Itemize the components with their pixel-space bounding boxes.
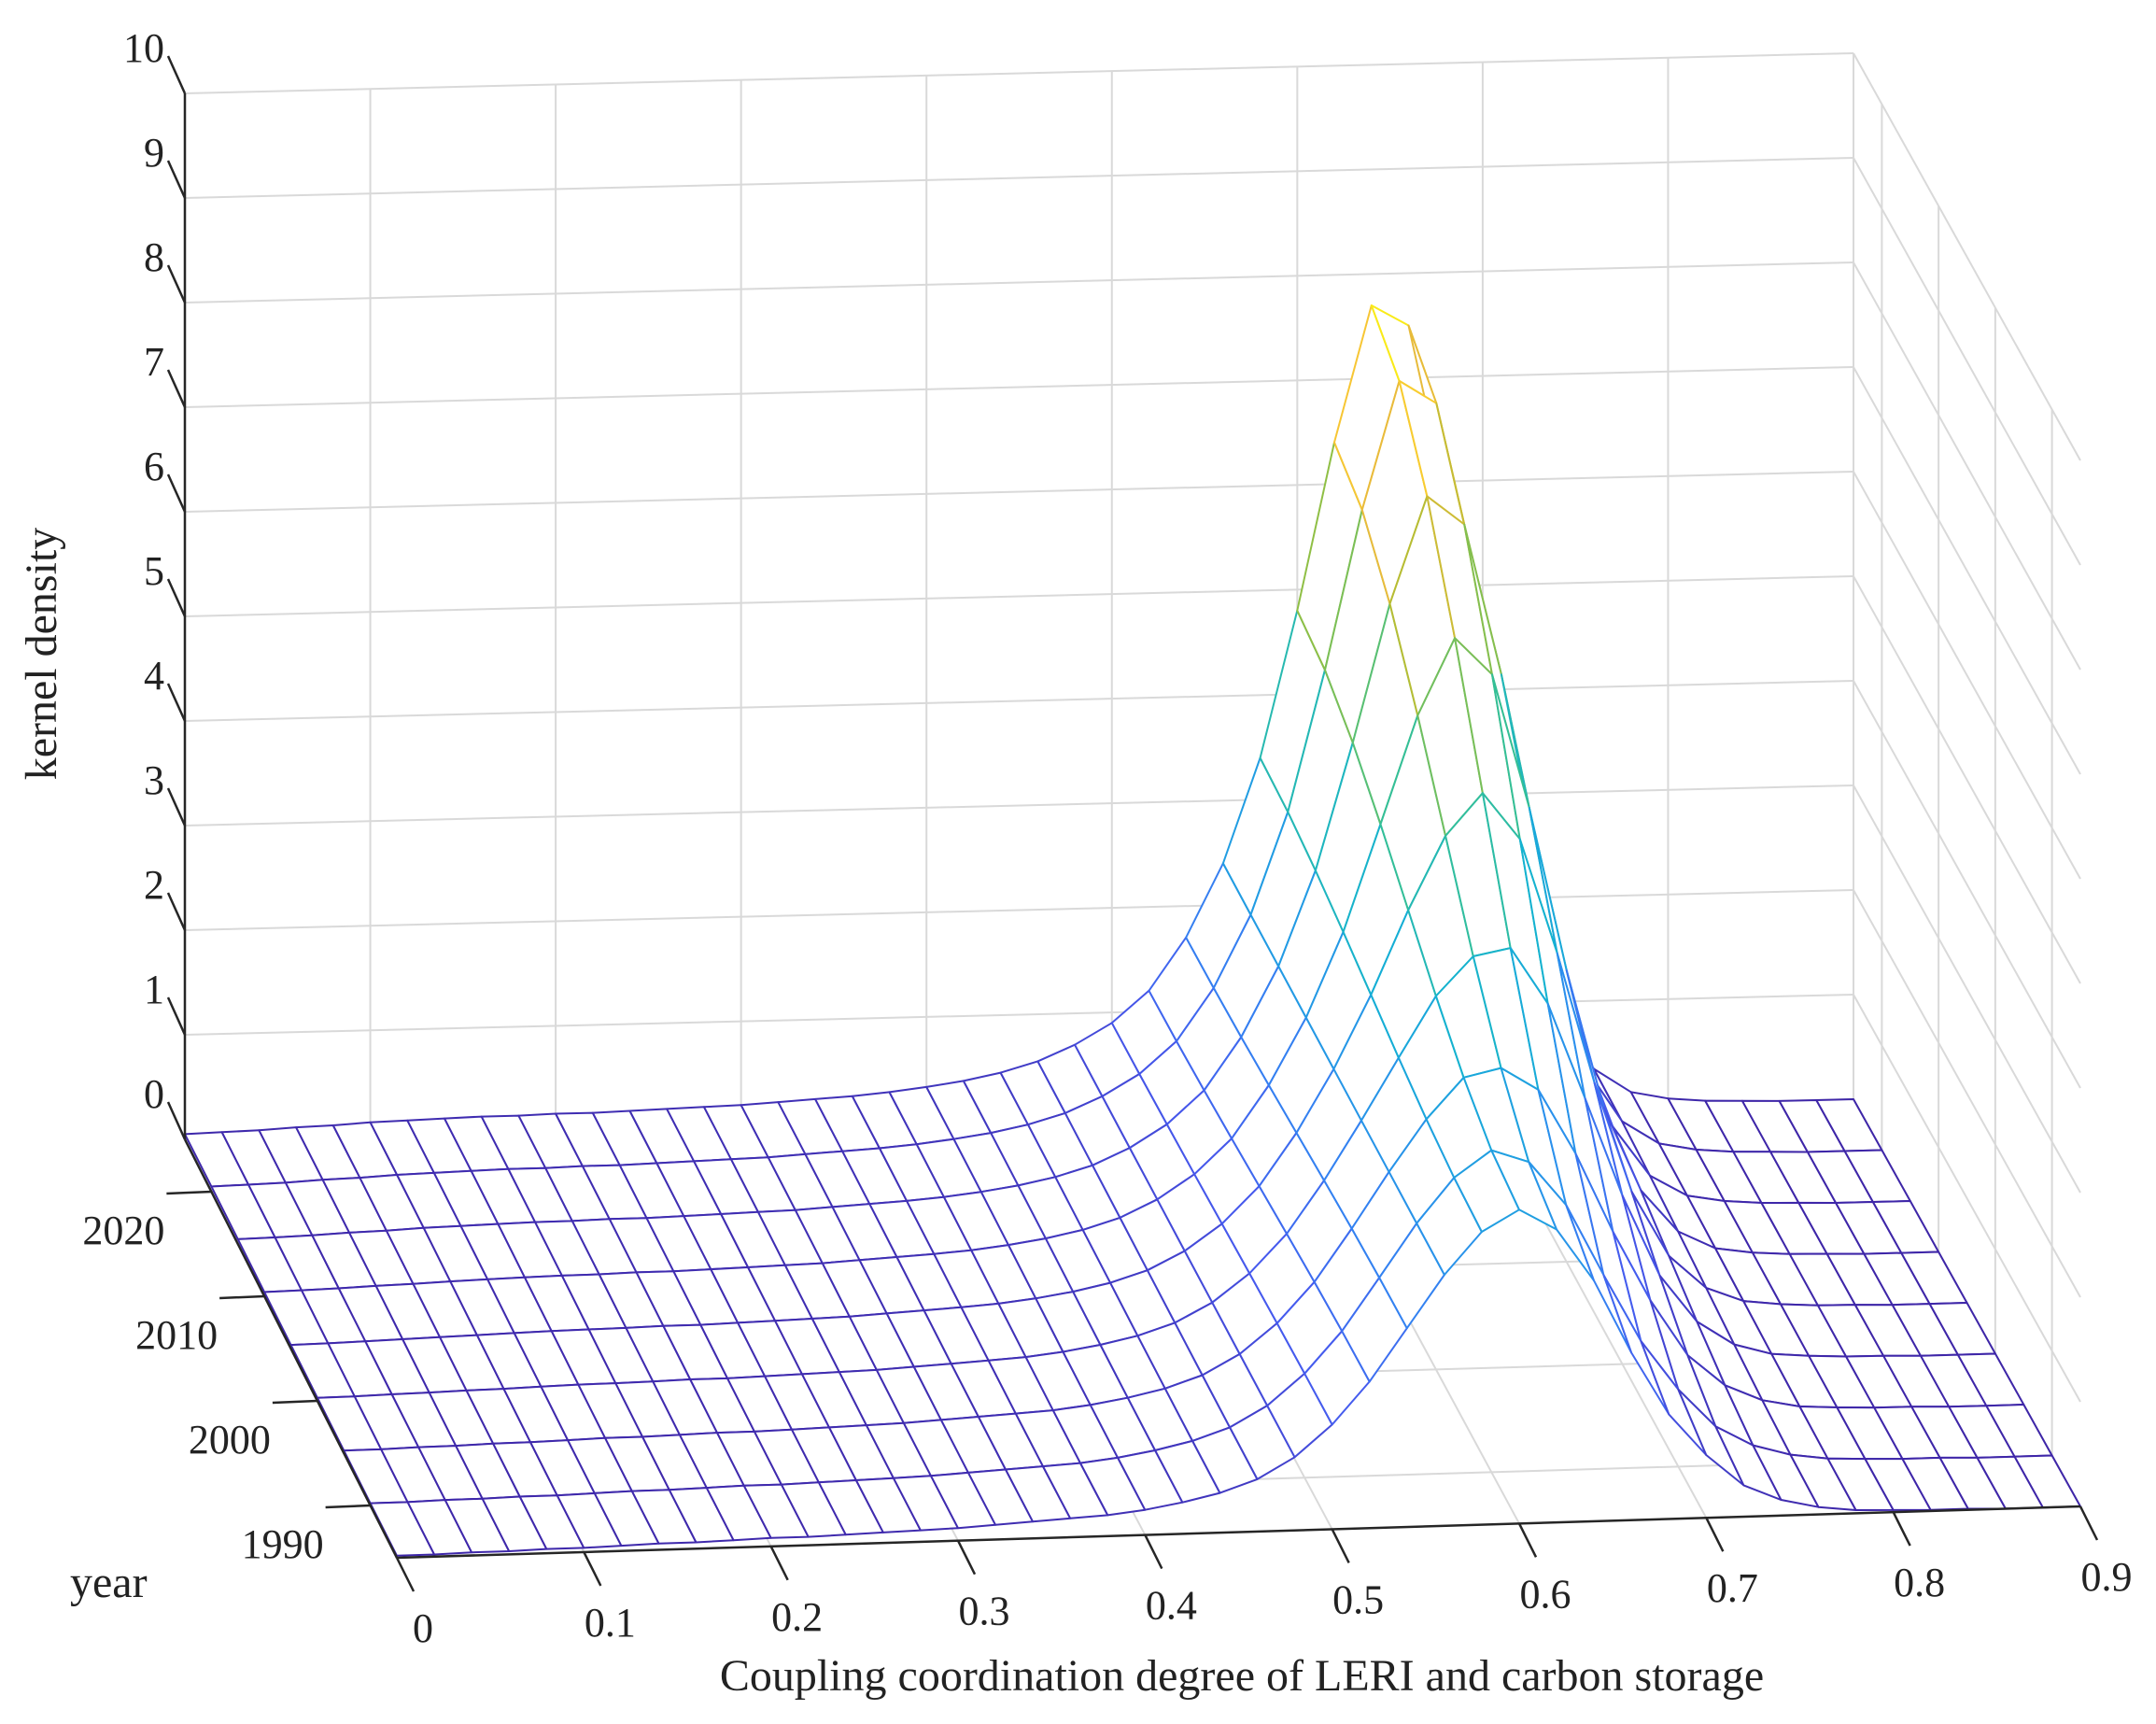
x-tick-label: 0.5 [1332,1576,1384,1622]
x-tick-mark [769,1546,789,1581]
x-tick-mark [1331,1528,1350,1564]
back-wall-z-gridline [184,366,1854,408]
z-tick-mark [166,473,187,513]
x-tick-label: 0 [413,1605,433,1651]
z-tick-mark [166,578,187,617]
side-wall-z-gridline [1853,52,2081,461]
side-wall-z-gridline [1853,994,2081,1403]
side-wall-z-gridline [1853,889,2081,1298]
x-tick-label: 0.2 [771,1594,823,1640]
z-tick-label: 5 [144,548,164,594]
z-tick-mark [166,264,187,304]
z-tick-label: 8 [144,234,164,280]
x-axis-title: Coupling coordination degree of LERI and… [720,1651,1764,1701]
x-tick-label: 0.7 [1707,1565,1758,1611]
side-wall-z-gridline [1853,784,2081,1194]
side-wall-z-gridline [1853,157,2081,566]
x-tick-mark [2078,1505,2099,1541]
year-tick-mark [325,1504,371,1509]
x-tick-label: 0.1 [585,1600,636,1646]
x-tick-mark [1892,1511,1911,1547]
z-tick-label: 0 [144,1071,164,1117]
back-wall-z-gridline [184,52,1854,94]
surface-mesh [184,304,2081,1557]
x-axis-line [396,1505,2081,1560]
tick-labels: 0 1 2 3 4 5 6 7 8 9 10 0 0.1 0.2 0.3 0.4 0.5 0.6 0.7 0.8 0.9… [82,25,2132,1651]
x-tick-mark [395,1557,416,1592]
z-tick-mark [166,55,187,94]
z-tick-mark [166,369,187,408]
z-tick-mark [166,996,187,1036]
x-tick-mark [1517,1522,1538,1558]
year-tick-label: 2010 [135,1312,218,1358]
z-tick-mark [166,1101,187,1140]
x-tick-mark [1705,1517,1725,1552]
z-tick-label: 3 [144,757,164,803]
z-tick-label: 10 [123,25,164,71]
back-wall-z-gridline [184,261,1854,304]
z-tick-label: 9 [144,130,164,176]
back-wall-z-gridline [184,157,1854,199]
year-tick-mark [166,1190,212,1195]
back-wall-z-gridline [184,784,1854,827]
side-wall-z-gridline [1853,366,2081,775]
axes [166,55,2099,1592]
x-tick-mark [1144,1533,1163,1570]
x-tick-mark [956,1540,977,1576]
x-tick-label: 0.4 [1146,1583,1197,1629]
z-tick-label: 7 [144,339,164,385]
z-tick-mark [166,892,187,931]
x-tick-label: 0.9 [2081,1554,2133,1600]
z-axis-title: kernel density [17,528,66,781]
z-tick-label: 6 [144,444,164,489]
back-wall-z-gridline [184,994,1854,1036]
z-tick-mark [166,787,187,827]
z-tick-label: 1 [144,967,164,1012]
x-tick-mark [583,1551,602,1587]
z-tick-label: 2 [144,862,164,908]
z-tick-mark [166,160,187,199]
back-wall-z-gridline [184,680,1854,722]
year-tick-label: 2020 [82,1208,164,1253]
back-wall-z-gridline [184,889,1854,931]
x-tick-label: 0.3 [959,1589,1010,1634]
x-tick-label: 0.8 [1894,1560,1945,1605]
year-tick-label: 1990 [242,1521,324,1567]
side-wall-z-gridline [1853,261,2081,671]
year-tick-label: 2000 [189,1417,271,1463]
year-axis-line [183,1138,399,1559]
back-wall-z-gridline [184,471,1854,513]
z-tick-mark [166,683,187,722]
side-wall-z-gridline [1853,680,2081,1089]
y-axis-title: year [70,1558,148,1607]
back-wall-z-gridline [184,575,1854,617]
side-wall-z-gridline [1853,471,2081,880]
side-wall-z-gridline [1853,575,2081,984]
year-tick-mark [272,1399,317,1405]
x-tick-label: 0.6 [1520,1571,1571,1617]
z-tick-label: 4 [144,653,164,699]
year-tick-mark [219,1294,265,1300]
